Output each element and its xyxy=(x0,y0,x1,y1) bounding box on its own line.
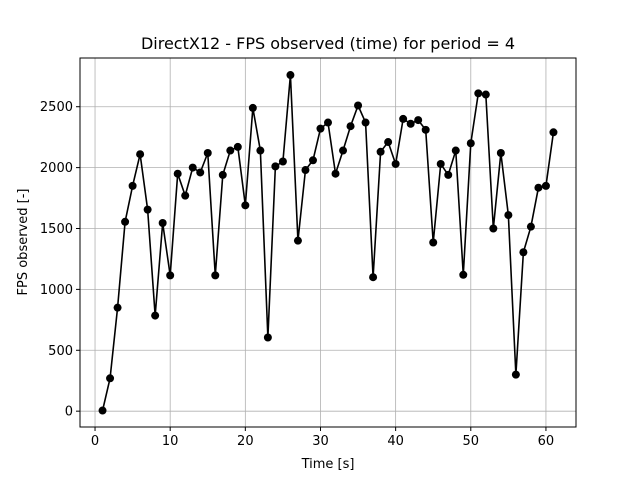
data-point xyxy=(256,146,265,155)
x-tick-label: 40 xyxy=(387,434,404,449)
data-point xyxy=(489,224,498,233)
data-point xyxy=(203,148,212,157)
data-point xyxy=(226,146,235,155)
data-point xyxy=(526,222,535,231)
data-point xyxy=(136,150,145,159)
data-point xyxy=(451,146,460,155)
data-point xyxy=(196,168,205,177)
data-point xyxy=(113,303,122,312)
data-point xyxy=(399,114,408,123)
data-point xyxy=(151,311,160,320)
data-point xyxy=(436,159,445,168)
data-point xyxy=(339,146,348,155)
data-point xyxy=(474,89,483,98)
x-tick-label: 30 xyxy=(312,434,329,449)
y-axis-label: FPS observed [-] xyxy=(16,189,31,296)
data-series xyxy=(98,71,558,415)
x-tick-label: 60 xyxy=(538,434,555,449)
x-tick-label: 50 xyxy=(463,434,480,449)
data-point xyxy=(406,119,415,128)
data-point xyxy=(369,273,378,282)
data-point xyxy=(361,118,370,127)
data-point xyxy=(143,205,152,214)
x-tick-label: 10 xyxy=(162,434,179,449)
data-point xyxy=(466,139,475,148)
data-point xyxy=(181,191,190,200)
data-point xyxy=(459,270,468,279)
data-point xyxy=(173,169,182,178)
data-point xyxy=(211,271,220,280)
plot-frame xyxy=(79,57,577,428)
data-point xyxy=(241,201,250,210)
data-point xyxy=(324,118,332,127)
y-tick-label: 2500 xyxy=(40,100,73,115)
data-point xyxy=(218,170,227,179)
data-point xyxy=(354,101,363,110)
data-point xyxy=(158,219,167,228)
data-point xyxy=(263,333,272,342)
x-axis-ticks: 0 10 20 30 40 50 60 xyxy=(91,427,554,449)
data-point xyxy=(421,125,430,134)
data-point xyxy=(166,271,175,280)
y-tick-label: 2000 xyxy=(40,161,73,176)
data-point xyxy=(549,128,558,137)
data-point xyxy=(541,181,550,190)
data-point xyxy=(278,157,287,166)
y-tick-label: 0 xyxy=(65,405,73,420)
data-point xyxy=(293,236,302,245)
data-point xyxy=(106,374,115,383)
data-point xyxy=(391,159,400,168)
y-axis-ticks: 0 500 1000 1500 2000 2500 xyxy=(40,100,80,420)
data-point xyxy=(519,248,528,257)
data-point xyxy=(233,142,242,151)
data-point xyxy=(511,370,520,379)
data-point xyxy=(98,406,107,415)
data-point xyxy=(384,138,393,147)
data-point xyxy=(248,103,257,112)
x-tick-label: 20 xyxy=(237,434,254,449)
data-point xyxy=(504,211,513,220)
chart-title: DirectX12 - FPS observed (time) for peri… xyxy=(141,34,515,53)
data-point xyxy=(331,169,340,178)
data-point xyxy=(316,124,325,133)
data-point xyxy=(481,90,490,99)
data-point xyxy=(308,156,317,165)
data-point xyxy=(271,162,280,171)
data-point xyxy=(188,163,197,172)
data-point xyxy=(346,122,355,131)
grid-lines xyxy=(80,58,576,427)
data-point xyxy=(121,217,130,226)
data-point xyxy=(376,147,385,156)
data-point xyxy=(496,148,505,157)
y-tick-label: 1500 xyxy=(40,222,73,237)
data-point xyxy=(414,116,423,125)
data-point xyxy=(534,183,543,192)
x-tick-label: 0 xyxy=(91,434,99,449)
data-point xyxy=(301,166,310,175)
y-tick-label: 1000 xyxy=(40,283,73,298)
data-point xyxy=(429,238,438,247)
data-point xyxy=(444,170,453,179)
data-point xyxy=(128,181,137,190)
x-axis-label: Time [s] xyxy=(301,457,355,472)
y-tick-label: 500 xyxy=(48,344,73,359)
data-point xyxy=(286,71,295,80)
